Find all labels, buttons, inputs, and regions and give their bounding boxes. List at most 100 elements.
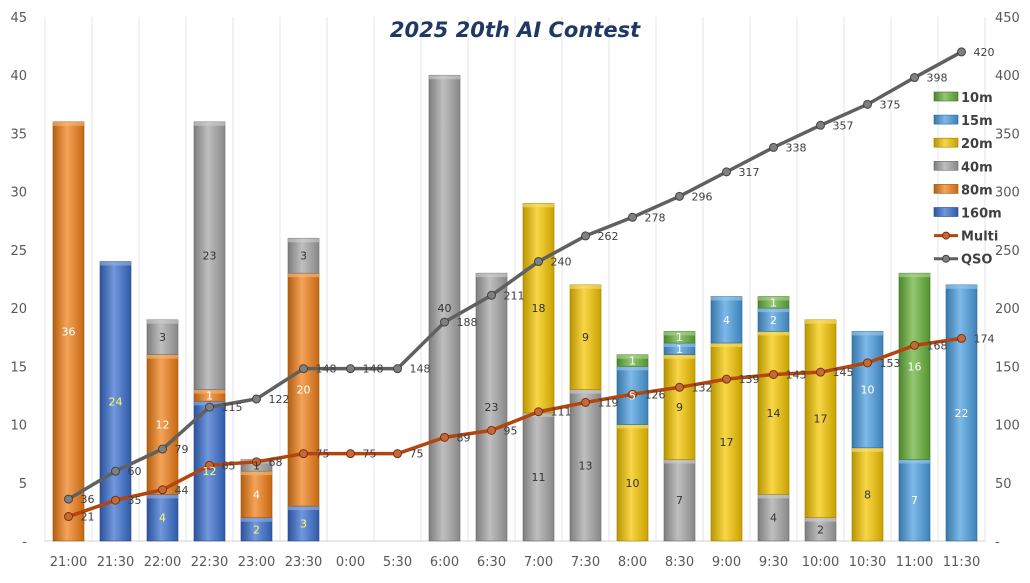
bar-segment xyxy=(851,447,884,542)
bar-data-label: 36 xyxy=(62,325,76,338)
y-left-tick-label: 15 xyxy=(10,360,27,375)
bar-cap xyxy=(946,284,977,289)
bar-data-label: 3 xyxy=(159,331,166,344)
line-data-label: 122 xyxy=(269,393,290,406)
bar-data-label: 10 xyxy=(861,384,875,397)
bar-data-label: 23 xyxy=(203,250,217,263)
bar-cap xyxy=(899,273,930,278)
line-data-label: 188 xyxy=(457,316,478,329)
bar-cap xyxy=(711,296,742,301)
bar-cap xyxy=(664,331,695,336)
bar-segment xyxy=(898,272,931,460)
y-right-tick-label: 450 xyxy=(995,11,1020,26)
line-data-label: 148 xyxy=(316,363,337,376)
bar-cap xyxy=(241,471,272,476)
line-point xyxy=(628,212,637,222)
legend-label: QSO xyxy=(961,253,992,268)
x-tick-label: 22:00 xyxy=(144,555,181,570)
line-point xyxy=(487,290,496,300)
bar-data-label: 17 xyxy=(720,436,734,449)
line-point xyxy=(64,512,73,522)
data-labels: 3624412312123241320340231118139105179111… xyxy=(62,46,995,536)
legend-swatch-marker xyxy=(942,231,950,240)
line-data-label: 89 xyxy=(457,431,471,444)
bar-cap xyxy=(288,506,319,511)
y-right-tick-label: - xyxy=(995,535,1000,550)
line-data-label: 375 xyxy=(880,98,901,111)
y-left-tick-label: 10 xyxy=(10,419,27,434)
bar-cap xyxy=(147,319,178,324)
y-left-tick-label: 30 xyxy=(10,186,27,201)
x-tick-label: 8:30 xyxy=(665,555,694,570)
line-series xyxy=(64,47,966,522)
bar-cap xyxy=(288,273,319,278)
line-data-label: 317 xyxy=(739,166,760,179)
bar-data-label: 4 xyxy=(723,314,730,327)
line-point xyxy=(722,374,731,384)
line-point xyxy=(769,369,778,379)
line-point xyxy=(910,340,919,350)
bar-cap xyxy=(194,389,225,394)
line-data-label: 148 xyxy=(410,363,431,376)
y-left-tick-label: 20 xyxy=(10,302,27,317)
bar-data-label: 13 xyxy=(579,459,593,472)
bar-data-label: 4 xyxy=(253,488,260,501)
bar-data-label: 5 xyxy=(629,389,636,402)
x-tick-label: 6:00 xyxy=(430,555,459,570)
bar-data-label: 1 xyxy=(206,389,213,402)
bar-cap xyxy=(100,261,131,266)
bar-cap xyxy=(758,308,789,313)
line-data-label: 65 xyxy=(222,459,236,472)
line-data-label: 132 xyxy=(692,381,713,394)
x-tick-label: 11:30 xyxy=(943,555,980,570)
line-point xyxy=(252,457,261,467)
bar-segment xyxy=(475,272,508,542)
line-data-label: 357 xyxy=(833,119,854,132)
legend-swatch xyxy=(933,137,959,148)
line-point xyxy=(957,47,966,57)
line-data-label: 115 xyxy=(222,401,243,414)
bar-cap xyxy=(241,517,272,522)
bar-data-label: 1 xyxy=(629,355,636,368)
y-right-tick-label: 50 xyxy=(995,477,1012,492)
legend-label: 20m xyxy=(961,137,993,152)
line-data-label: 338 xyxy=(786,141,807,154)
bar-series xyxy=(52,74,978,542)
bar-cap xyxy=(617,424,648,429)
bar-segment xyxy=(287,505,320,542)
line-point xyxy=(393,449,402,459)
y-right-tick-label: 250 xyxy=(995,244,1020,259)
x-tick-label: 0:00 xyxy=(336,555,365,570)
bar-data-label: 40 xyxy=(438,302,452,315)
bar-data-label: 7 xyxy=(676,494,683,507)
line-multi xyxy=(67,336,962,519)
line-point xyxy=(299,449,308,459)
bar-cap xyxy=(617,354,648,359)
bar-data-label: 4 xyxy=(770,512,777,525)
bar-data-label: 9 xyxy=(582,331,589,344)
y-left-tick-label: 40 xyxy=(10,69,27,84)
line-point xyxy=(111,495,120,505)
y-left-tick-label: 25 xyxy=(10,244,27,259)
bar-cap xyxy=(147,494,178,499)
legend-label: 160m xyxy=(961,207,1002,222)
bar-segment xyxy=(287,237,320,274)
bar-cap xyxy=(288,238,319,243)
x-tick-label: 5:30 xyxy=(383,555,412,570)
bar-data-label: 12 xyxy=(156,419,170,432)
line-point xyxy=(487,425,496,435)
y-right-tick-label: 200 xyxy=(995,302,1020,317)
bar-cap xyxy=(523,203,554,208)
bar-data-label: 1 xyxy=(770,296,777,309)
bar-segment xyxy=(804,319,837,519)
line-data-label: 139 xyxy=(739,373,760,386)
line-data-label: 420 xyxy=(974,46,995,59)
bar-cap xyxy=(664,343,695,348)
x-tick-label: 8:00 xyxy=(618,555,647,570)
x-tick-label: 9:00 xyxy=(712,555,741,570)
legend-label: 10m xyxy=(961,91,993,106)
bar-data-label: 18 xyxy=(532,302,546,315)
legend-swatch xyxy=(933,184,959,194)
line-point xyxy=(863,99,872,109)
